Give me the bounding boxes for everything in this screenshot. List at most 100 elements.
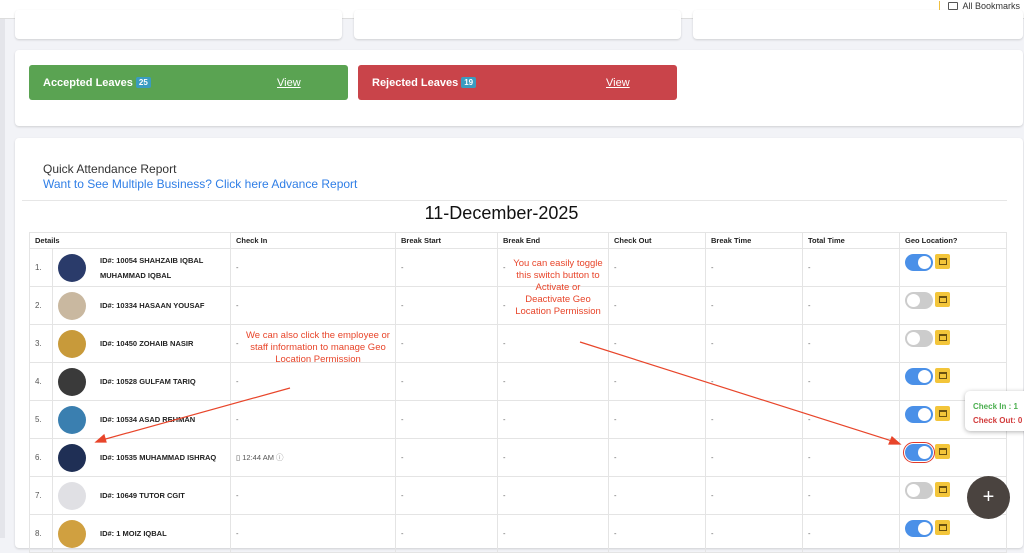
leaves-card: Accepted Leaves 25 View Rejected Leaves 19…	[15, 50, 1023, 126]
employee-info[interactable]: ID#: 10534 ASAD REHMAN	[58, 405, 225, 434]
break-time-value: -	[705, 400, 804, 439]
avatar	[58, 291, 86, 320]
employee-info[interactable]: ID#: 10334 HASAAN YOUSAF	[58, 291, 225, 320]
calendar-icon[interactable]	[935, 444, 951, 459]
employee-cell[interactable]: ID#: 10535 MUHAMMAD ISHRAQ	[51, 438, 232, 477]
check-in-value: -	[236, 301, 239, 310]
toggle-annotation: You can easily toggle this switch button…	[513, 258, 603, 317]
avatar	[58, 443, 86, 472]
check-in-value: -	[236, 415, 239, 424]
check-out-value: -	[608, 248, 707, 287]
row-number: 1.	[29, 248, 53, 287]
accepted-leaves-box: Accepted Leaves 25 View	[29, 65, 348, 100]
geo-cell	[899, 438, 1008, 477]
geo-location-toggle[interactable]	[905, 254, 934, 271]
all-bookmarks-button[interactable]: All Bookmarks	[939, 1, 1020, 11]
employee-info[interactable]: ID#: 10535 MUHAMMAD ISHRAQ	[58, 443, 225, 472]
check-in-value: 12:44 AM	[242, 453, 274, 462]
accepted-view-link[interactable]: View	[277, 76, 301, 89]
geo-cell	[899, 248, 1008, 287]
break-start-value: -	[395, 438, 499, 477]
check-in-cell: -	[230, 286, 397, 325]
geo-cell	[899, 286, 1008, 325]
employee-cell[interactable]: ID#: 10528 GULFAM TARIQ	[51, 362, 232, 401]
geo-location-toggle[interactable]	[903, 442, 936, 463]
check-in-cell: -	[230, 248, 397, 287]
check-in-value: -	[236, 339, 239, 348]
geo-location-toggle[interactable]	[905, 292, 934, 309]
employee-cell[interactable]: ID#: 10450 ZOHAIB NASIR	[51, 324, 232, 363]
info-icon[interactable]: ⓘ	[276, 453, 284, 462]
table-row: 6. ID#: 10535 MUHAMMAD ISHRAQ ▯ 12:44 AM…	[29, 438, 1008, 477]
employee-name: ID#: 10528 GULFAM TARIQ	[100, 377, 196, 386]
employee-name: ID#: 10649 TUTOR CGIT	[100, 491, 185, 500]
break-end-value: -	[497, 286, 610, 325]
total-time-value: -	[802, 362, 901, 401]
total-time-value: -	[802, 438, 901, 477]
employee-arrowhead	[94, 433, 107, 443]
avatar	[58, 481, 86, 510]
check-in-value: -	[236, 263, 239, 272]
employee-cell[interactable]: ID#: 10534 ASAD REHMAN	[51, 400, 232, 439]
row-number: 7.	[29, 476, 53, 515]
employee-info[interactable]: ID#: 10054 SHAHZAIB IQBAL MUHAMMAD IQBAL	[58, 253, 225, 283]
break-start-value: -	[395, 476, 499, 515]
popover-check-out: Check Out: 0	[973, 416, 1023, 425]
report-title: Quick Attendance Report	[43, 162, 177, 176]
total-time-value: -	[802, 476, 901, 515]
rejected-count-badge: 19	[461, 77, 477, 88]
checkin-popover: Check In : 1 Check Out: 0	[965, 391, 1024, 431]
accepted-leaves-label: Accepted Leaves	[43, 76, 133, 89]
popover-check-in: Check In : 1	[973, 402, 1018, 411]
table-header: Details Check In Break Start Break End C…	[28, 232, 1008, 249]
rejected-view-link[interactable]: View	[606, 76, 630, 89]
stat-card-3	[693, 10, 1023, 39]
divider	[22, 200, 1007, 201]
employee-cell[interactable]: ID#: 10054 SHAHZAIB IQBAL MUHAMMAD IQBAL	[51, 248, 232, 287]
employee-info[interactable]: ID#: 10649 TUTOR CGIT	[58, 481, 225, 510]
rejected-leaves-label: Rejected Leaves	[372, 76, 459, 89]
calendar-icon[interactable]	[935, 482, 951, 497]
employee-info[interactable]: ID#: 10528 GULFAM TARIQ	[58, 367, 225, 396]
employee-name: ID#: 10450 ZOHAIB NASIR	[100, 339, 194, 348]
check-in-cell: ▯ 12:44 AM ⓘ	[230, 438, 397, 477]
geo-location-toggle[interactable]	[905, 368, 934, 385]
check-in-cell: -	[230, 324, 397, 363]
employee-name: ID#: 10534 ASAD REHMAN	[100, 415, 196, 424]
calendar-icon[interactable]	[935, 520, 951, 535]
calendar-icon[interactable]	[935, 368, 951, 383]
check-in-cell: -	[230, 400, 397, 439]
geo-location-toggle[interactable]	[905, 482, 934, 499]
employee-cell[interactable]: ID#: 10649 TUTOR CGIT	[51, 476, 232, 515]
total-time-value: -	[802, 324, 901, 363]
calendar-icon[interactable]	[935, 330, 951, 345]
rejected-leaves-box: Rejected Leaves 19 View	[358, 65, 677, 100]
employee-cell[interactable]: ID#: 10334 HASAAN YOUSAF	[51, 286, 232, 325]
employee-name: ID#: 10054 SHAHZAIB IQBAL MUHAMMAD IQBAL	[100, 255, 204, 280]
stat-card-1	[15, 10, 342, 39]
calendar-icon[interactable]	[935, 254, 951, 269]
calendar-icon[interactable]	[935, 292, 951, 307]
check-in-value: -	[236, 377, 239, 386]
geo-location-toggle[interactable]	[905, 330, 934, 347]
folder-icon	[948, 2, 959, 10]
add-fab-button[interactable]: +	[967, 476, 1010, 519]
avatar	[58, 367, 86, 396]
employee-info[interactable]: ID#: 10450 ZOHAIB NASIR	[58, 329, 225, 358]
break-end-value: -	[497, 438, 610, 477]
break-end-value: -	[497, 362, 610, 401]
total-time-value: -	[802, 400, 901, 439]
report-date: 11-December-2025	[424, 203, 579, 223]
employee-annotation: We can also click the employee or staff …	[246, 330, 390, 365]
employee-name: ID#: 10535 MUHAMMAD ISHRAQ	[100, 453, 217, 462]
mobile-icon: ▯	[236, 453, 241, 462]
stat-card-2	[354, 10, 681, 39]
calendar-icon[interactable]	[935, 406, 951, 421]
toggle-arrowhead	[888, 436, 902, 445]
geo-location-toggle[interactable]	[905, 520, 934, 537]
advance-report-link[interactable]: Want to See Multiple Business? Click her…	[43, 177, 358, 191]
geo-location-toggle[interactable]	[905, 406, 934, 423]
employee-name: ID#: 1 MOIZ IQBAL	[100, 529, 167, 538]
toggle-arrow	[579, 341, 896, 443]
table-row: 5. ID#: 10534 ASAD REHMAN - - - - - -	[29, 400, 1008, 439]
